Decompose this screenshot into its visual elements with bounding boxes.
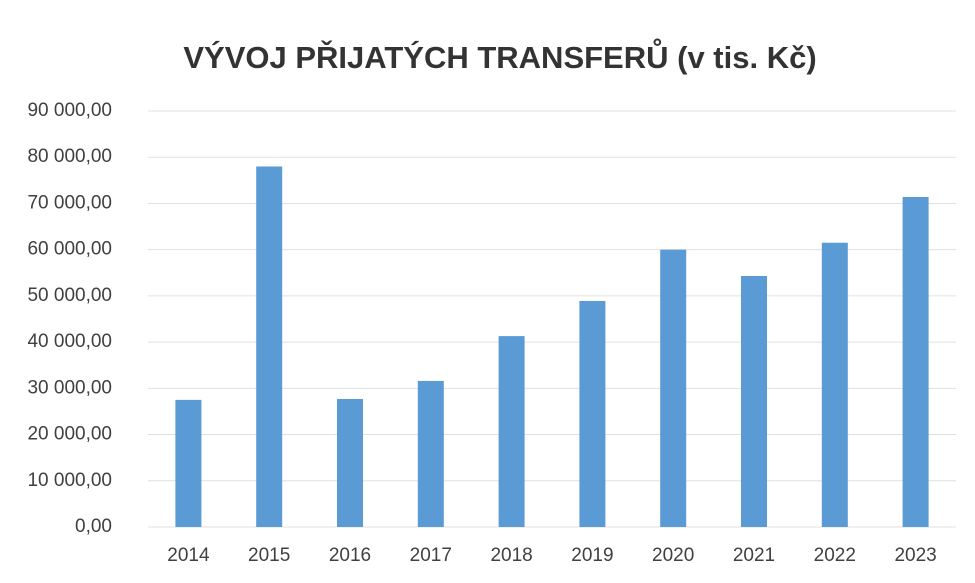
bar	[821, 242, 848, 527]
x-tick-label: 2019	[571, 545, 613, 566]
y-tick-label: 0,00	[75, 516, 112, 537]
y-tick-label: 40 000,00	[27, 331, 112, 352]
x-tick-label: 2014	[167, 545, 210, 566]
bar	[417, 380, 444, 527]
x-tick-label: 2023	[894, 545, 936, 566]
bar	[256, 166, 283, 527]
x-tick-label: 2018	[490, 545, 532, 566]
y-tick-label: 60 000,00	[27, 239, 112, 260]
y-tick-label: 50 000,00	[27, 285, 112, 306]
y-tick-label: 30 000,00	[27, 377, 112, 398]
y-tick-label: 70 000,00	[27, 192, 112, 213]
bar	[337, 398, 363, 527]
y-tick-label: 90 000,00	[27, 100, 112, 121]
y-tick-label: 80 000,00	[27, 146, 112, 167]
chart-title: VÝVOJ PŘIJATÝCH TRANSFERŮ (v tis. Kč)	[183, 37, 816, 75]
y-tick-label: 10 000,00	[27, 470, 112, 491]
x-tick-label: 2016	[329, 545, 371, 566]
bar	[175, 399, 202, 527]
x-tick-label: 2022	[814, 545, 856, 566]
bar	[498, 336, 525, 527]
bar	[660, 249, 687, 527]
x-tick-label: 2017	[410, 545, 452, 566]
x-tick-label: 2020	[652, 545, 694, 566]
bar	[741, 276, 767, 527]
y-tick-label: 20 000,00	[27, 424, 112, 445]
bar	[902, 196, 929, 527]
bar	[579, 300, 606, 527]
x-tick-label: 2021	[733, 545, 775, 566]
x-tick-label: 2015	[248, 545, 290, 566]
